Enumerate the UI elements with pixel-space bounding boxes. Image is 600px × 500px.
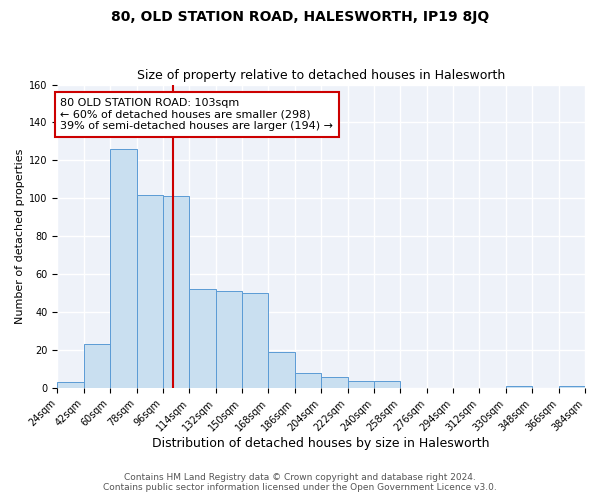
Bar: [506, 386, 532, 388]
Text: 80 OLD STATION ROAD: 103sqm
← 60% of detached houses are smaller (298)
39% of se: 80 OLD STATION ROAD: 103sqm ← 60% of det…: [61, 98, 334, 131]
Bar: [84, 344, 110, 388]
Bar: [189, 290, 215, 388]
Y-axis label: Number of detached properties: Number of detached properties: [15, 148, 25, 324]
Bar: [374, 380, 400, 388]
Title: Size of property relative to detached houses in Halesworth: Size of property relative to detached ho…: [137, 69, 505, 82]
X-axis label: Distribution of detached houses by size in Halesworth: Distribution of detached houses by size …: [152, 437, 490, 450]
Bar: [58, 382, 84, 388]
Text: 80, OLD STATION ROAD, HALESWORTH, IP19 8JQ: 80, OLD STATION ROAD, HALESWORTH, IP19 8…: [111, 10, 489, 24]
Bar: [163, 196, 189, 388]
Bar: [559, 386, 585, 388]
Bar: [242, 293, 268, 388]
Bar: [110, 149, 137, 388]
Bar: [295, 373, 321, 388]
Bar: [347, 380, 374, 388]
Bar: [268, 352, 295, 388]
Bar: [215, 292, 242, 388]
Bar: [321, 376, 347, 388]
Bar: [137, 194, 163, 388]
Text: Contains HM Land Registry data © Crown copyright and database right 2024.
Contai: Contains HM Land Registry data © Crown c…: [103, 473, 497, 492]
